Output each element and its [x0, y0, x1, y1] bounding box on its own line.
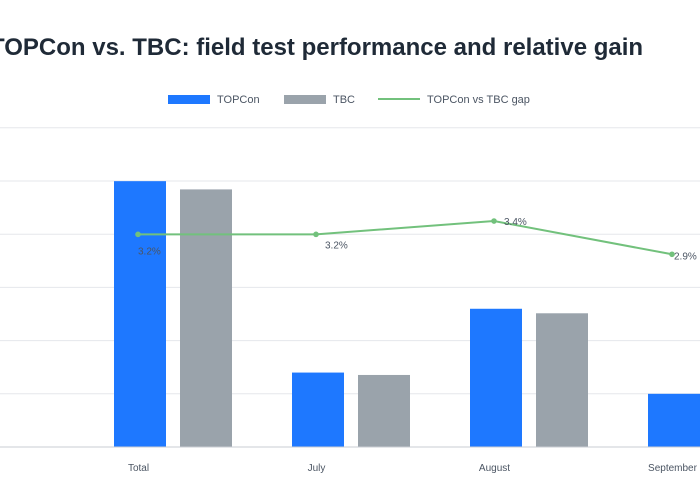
x-tick-label-august: August	[479, 463, 510, 474]
legend-swatch-tbc	[284, 95, 326, 104]
x-tick-label-september: September	[648, 463, 698, 474]
point-topcon-vs-tbc-gap-total	[135, 231, 141, 238]
bars-layer	[114, 181, 700, 447]
x-axis: Total July August September	[0, 446, 700, 474]
bar-tbc-august	[536, 313, 588, 447]
gap-line-layer: 3.2% 3.2% 3.4% 2.9%	[135, 217, 697, 262]
chart-title: TOPCon vs. TBC: field test performance a…	[0, 34, 643, 61]
data-label-september: 2.9%	[674, 251, 697, 262]
bar-topcon-september	[648, 393, 700, 447]
bar-tbc-july	[358, 374, 410, 447]
gridlines	[0, 127, 700, 395]
data-label-july: 3.2%	[325, 240, 348, 251]
bar-topcon-total	[114, 181, 166, 447]
legend: TOPCon TBC TOPCon vs TBC gap	[168, 94, 530, 106]
legend-swatch-topcon	[168, 95, 210, 104]
legend-label-topcon: TOPCon	[217, 94, 260, 106]
x-tick-label-july: July	[308, 463, 326, 474]
x-tick-label-total: Total	[128, 463, 149, 474]
point-topcon-vs-tbc-gap-august	[491, 218, 497, 224]
point-topcon-vs-tbc-gap-september	[669, 251, 675, 258]
data-label-total: 3.2%	[138, 246, 161, 257]
legend-label-topcon-vs-tbc-gap: TOPCon vs TBC gap	[427, 94, 530, 106]
bar-topcon-august	[470, 308, 522, 447]
data-label-august: 3.4%	[504, 217, 527, 228]
line-topcon-vs-tbc-gap	[138, 220, 673, 256]
bar-tbc-total	[180, 189, 232, 447]
legend-label-tbc: TBC	[333, 94, 355, 106]
bar-topcon-july	[292, 372, 344, 447]
point-topcon-vs-tbc-gap-july	[313, 231, 319, 238]
